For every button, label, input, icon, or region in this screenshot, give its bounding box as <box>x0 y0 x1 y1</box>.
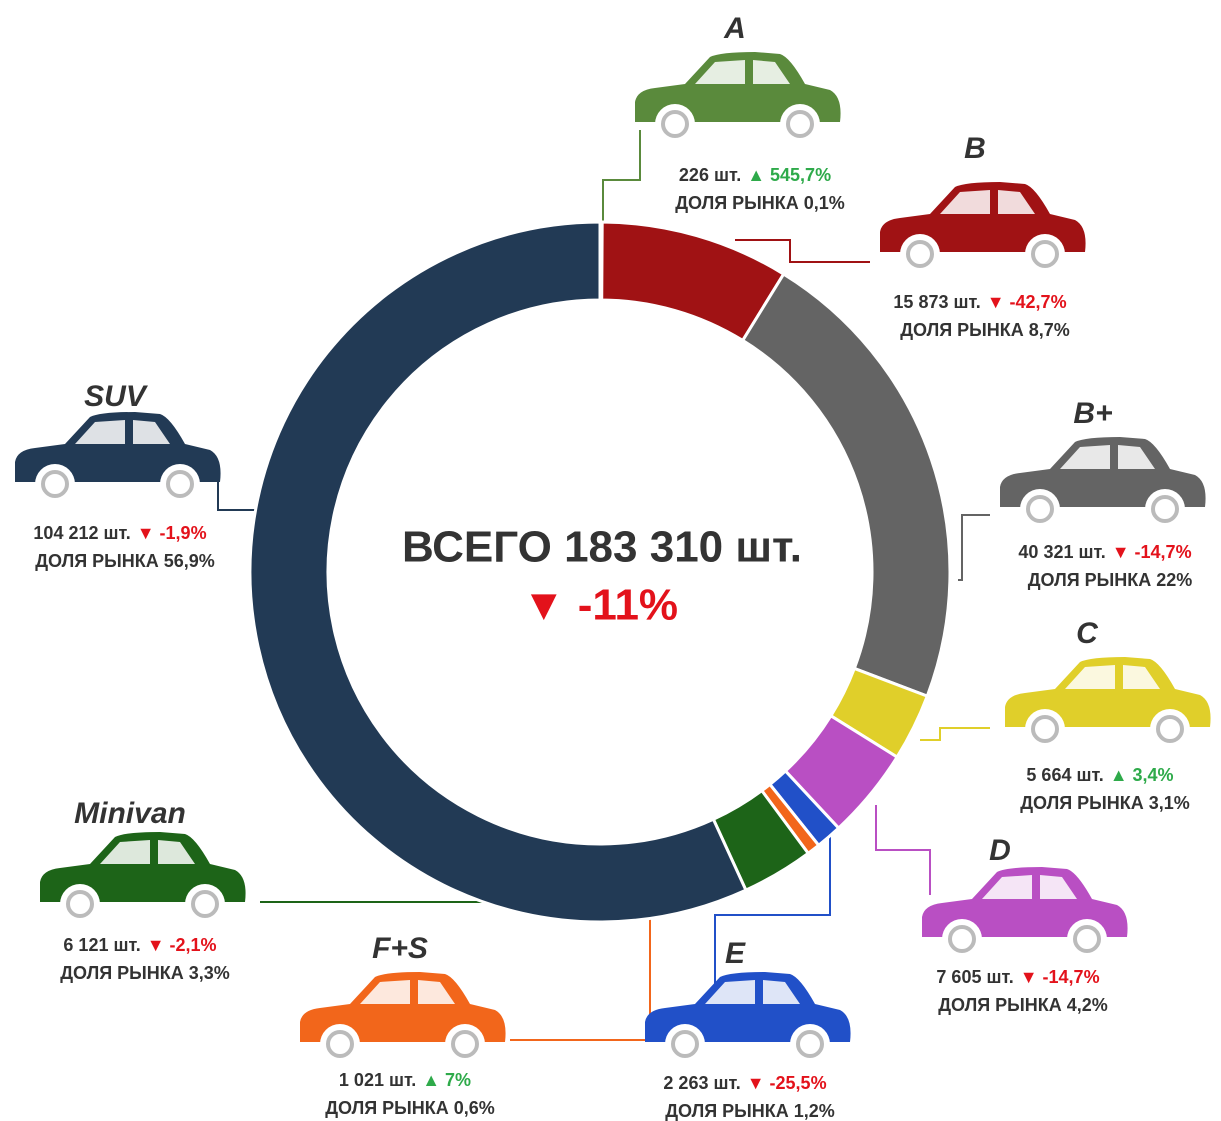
center-title: ВСЕГО 183 310 шт. <box>402 523 802 572</box>
units: 40 321 шт. <box>1018 542 1105 562</box>
change: ▲ 3,4% <box>1110 765 1174 785</box>
donut-segment <box>250 222 746 922</box>
share-label: ДОЛЯ РЫНКА 56,9% <box>35 551 215 571</box>
category-label: F+S <box>372 932 428 965</box>
connector <box>920 728 990 740</box>
change: ▼ -1,9% <box>137 523 207 543</box>
units-line: 7 605 шт. ▼ -14,7% <box>936 967 1099 987</box>
units-line: 5 664 шт. ▲ 3,4% <box>1026 765 1173 785</box>
car-icon <box>1005 657 1211 749</box>
car-icon <box>880 182 1086 274</box>
category-label: C <box>1076 617 1099 650</box>
change: ▼ -14,7% <box>1112 542 1192 562</box>
car-icon <box>40 832 246 924</box>
units: 104 212 шт. <box>33 523 130 543</box>
change: ▲ 545,7% <box>747 165 831 185</box>
category-label: D <box>989 834 1011 867</box>
car-icon <box>15 412 221 504</box>
units: 15 873 шт. <box>893 292 980 312</box>
category-label: SUV <box>84 380 149 413</box>
units-line: 15 873 шт. ▼ -42,7% <box>893 292 1066 312</box>
units: 7 605 шт. <box>936 967 1013 987</box>
units-line: 1 021 шт. ▲ 7% <box>339 1070 471 1090</box>
center-change: ▼ -11% <box>522 581 678 630</box>
units-line: 2 263 шт. ▼ -25,5% <box>663 1073 826 1093</box>
category-label: Minivan <box>74 797 186 830</box>
share-label: ДОЛЯ РЫНКА 1,2% <box>665 1101 835 1121</box>
car-icon <box>635 52 841 144</box>
car-icon <box>645 972 851 1064</box>
chart: ВСЕГО 183 310 шт. ▼ -11% A 226 шт. ▲ 545,7… <box>0 0 1221 1121</box>
units: 1 021 шт. <box>339 1070 416 1090</box>
change: ▼ -42,7% <box>987 292 1067 312</box>
units-line: 40 321 шт. ▼ -14,7% <box>1018 542 1191 562</box>
share-label: ДОЛЯ РЫНКА 8,7% <box>900 320 1070 340</box>
connector <box>958 515 990 580</box>
units: 6 121 шт. <box>63 935 140 955</box>
units-line: 104 212 шт. ▼ -1,9% <box>33 523 206 543</box>
units-line: 6 121 шт. ▼ -2,1% <box>63 935 216 955</box>
change: ▼ -2,1% <box>147 935 217 955</box>
share-label: ДОЛЯ РЫНКА 0,6% <box>325 1098 495 1118</box>
share-label: ДОЛЯ РЫНКА 22% <box>1028 570 1193 590</box>
car-icon <box>300 972 506 1064</box>
change: ▲ 7% <box>422 1070 471 1090</box>
units: 5 664 шт. <box>1026 765 1103 785</box>
units: 226 шт. <box>679 165 741 185</box>
connector <box>218 480 255 510</box>
share-label: ДОЛЯ РЫНКА 3,1% <box>1020 793 1190 813</box>
car-icon <box>1000 437 1206 529</box>
category-label: E <box>725 937 746 970</box>
share-label: ДОЛЯ РЫНКА 3,3% <box>60 963 230 983</box>
connector <box>876 805 930 895</box>
share-label: ДОЛЯ РЫНКА 4,2% <box>938 995 1108 1015</box>
category-label: A <box>723 12 746 45</box>
connector <box>603 130 640 225</box>
car-icon <box>922 867 1128 959</box>
change: ▼ -14,7% <box>1020 967 1100 987</box>
units-line: 226 шт. ▲ 545,7% <box>679 165 831 185</box>
share-label: ДОЛЯ РЫНКА 0,1% <box>675 193 845 213</box>
units: 2 263 шт. <box>663 1073 740 1093</box>
change: ▼ -25,5% <box>747 1073 827 1093</box>
category-label: B+ <box>1073 397 1112 430</box>
category-label: B <box>964 132 986 165</box>
